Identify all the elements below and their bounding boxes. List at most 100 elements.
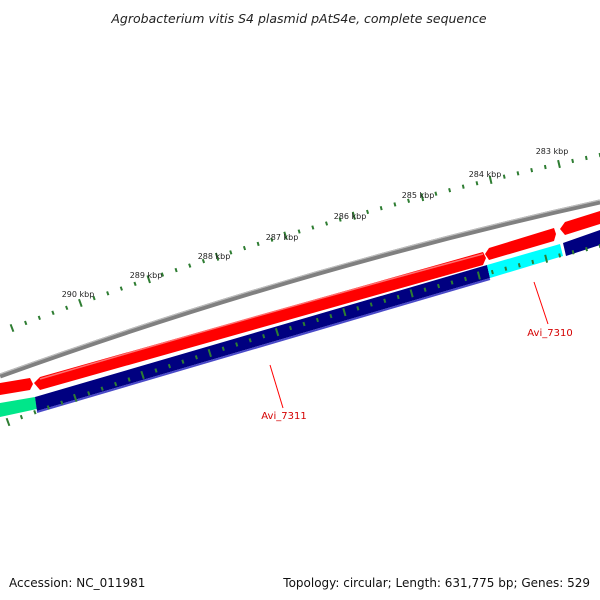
outer-ring-minor-tick: [338, 217, 342, 222]
forward-cds-left: [0, 378, 33, 395]
inner-ring-minor-tick: [114, 381, 118, 387]
inner-ring-minor-tick: [302, 321, 306, 327]
outer-ring-minor-tick: [461, 184, 465, 189]
outer-ring-minor-tick: [434, 191, 438, 196]
outer-ring-minor-tick: [393, 202, 397, 207]
inner-ring-major-tick: [207, 348, 212, 358]
tick-label-286kbp: 286 kbp: [334, 212, 367, 221]
outer-ring-minor-tick: [201, 258, 206, 264]
backbone-highlight: [0, 199, 600, 375]
inner-ring-minor-tick: [356, 306, 360, 311]
outer-ring-minor-tick: [229, 250, 233, 255]
outer-ring-major-tick: [214, 252, 220, 261]
outer-ring-minor-tick: [543, 164, 547, 170]
inner-ring-minor-tick: [329, 313, 333, 319]
outer-ring-minor-tick: [174, 267, 178, 273]
inner-ring-major-tick: [73, 393, 78, 403]
outer-ring-minor-tick: [270, 237, 274, 242]
inner-ring-major-tick: [342, 308, 347, 317]
accession-text: Accession: NC_011981: [9, 576, 146, 590]
inner-ring-minor-tick: [127, 377, 131, 382]
outer-ring-major-tick: [283, 231, 288, 240]
outer-ring-minor-tick: [325, 221, 329, 226]
outer-ring-minor-tick: [407, 198, 411, 203]
outer-ring-minor-tick: [92, 295, 96, 301]
avi7311-leader-line: [269, 364, 284, 409]
forward-cds-main: [34, 252, 486, 390]
tick-label-287kbp: 287 kbp: [266, 233, 299, 242]
inner-ring-minor-tick: [33, 410, 37, 415]
outer-ring-minor-tick: [37, 315, 41, 321]
inner-ring-minor-tick: [396, 294, 400, 300]
reverse-cds-avi7311: [35, 265, 490, 411]
inner-tick-ring: [5, 244, 600, 427]
tick-label-283kbp: 283 kbp: [536, 147, 569, 156]
avi7310-leader-line: [533, 281, 549, 325]
inner-ring-minor-tick: [423, 287, 427, 292]
outer-ring-major-tick: [488, 175, 493, 185]
forward-cds-small: [485, 228, 556, 260]
outer-ring-minor-tick: [571, 158, 575, 164]
tick-label-285kbp: 285 kbp: [402, 191, 435, 200]
inner-ring-minor-tick: [315, 317, 319, 323]
genome-summary-text: Topology: circular; Length: 631,775 bp; …: [283, 576, 590, 590]
outer-ring-minor-tick: [242, 245, 247, 251]
inner-ring-minor-tick: [558, 253, 562, 258]
inner-ring-minor-tick: [517, 263, 521, 268]
inner-ring-minor-tick: [504, 266, 508, 271]
inner-ring-major-tick: [476, 271, 481, 280]
inner-ring-major-tick: [409, 289, 414, 298]
inner-ring-minor-tick: [167, 363, 172, 369]
outer-ring-major-tick: [420, 193, 425, 202]
gene-label-avi7311: Avi_7311: [261, 411, 306, 422]
inner-ring-minor-tick: [571, 250, 575, 255]
inner-ring-minor-tick: [235, 342, 239, 347]
inner-ring-minor-tick: [289, 325, 293, 331]
inner-ring-minor-tick: [60, 400, 64, 405]
inner-ring-minor-tick: [531, 259, 535, 265]
outer-ring-minor-tick: [475, 181, 479, 186]
inner-ring-minor-tick: [437, 283, 441, 289]
outer-ring-minor-tick: [160, 272, 165, 277]
outer-ring-minor-tick: [119, 286, 123, 291]
outer-ring-minor-tick: [530, 167, 534, 173]
inner-ring-minor-tick: [87, 391, 91, 396]
inner-ring-major-tick: [544, 254, 549, 263]
tick-label-284kbp: 284 kbp: [469, 170, 502, 179]
backbone-ring: [0, 199, 600, 379]
outer-tick-ring: [9, 152, 600, 333]
tick-label-288kbp: 288 kbp: [198, 252, 231, 261]
inner-ring-minor-tick: [194, 355, 198, 360]
outer-ring-minor-tick: [65, 305, 69, 311]
inner-ring-minor-tick: [248, 338, 252, 343]
reverse-cds-avi7311-edge: [36, 278, 491, 413]
outer-ring-major-tick: [78, 298, 83, 308]
inner-ring-minor-tick: [450, 280, 454, 285]
outer-ring-minor-tick: [106, 291, 110, 296]
forward-cds-shine: [39, 253, 484, 380]
outer-ring-minor-tick: [24, 320, 28, 326]
outer-ring-minor-tick: [379, 205, 383, 211]
map-title: Agrobacterium vitis S4 plasmid pAtS4e, c…: [110, 11, 487, 26]
outer-ring-minor-tick: [311, 225, 315, 230]
tick-label-290kbp: 290 kbp: [62, 290, 95, 299]
outer-ring-major-tick: [146, 275, 151, 284]
outer-ring-minor-tick: [448, 187, 452, 193]
forward-cds-right: [560, 211, 600, 235]
inner-ring-minor-tick: [585, 246, 588, 252]
inner-ring-minor-tick: [100, 386, 104, 391]
outer-ring-minor-tick: [256, 241, 260, 247]
outer-ring-minor-tick: [502, 174, 506, 179]
outer-ring-minor-tick: [133, 281, 137, 287]
gene-label-avi7310: Avi_7310: [527, 328, 572, 339]
inner-ring-minor-tick: [490, 269, 494, 275]
outer-ring-minor-tick: [51, 310, 55, 316]
inner-ring-minor-tick: [181, 359, 185, 364]
outer-ring-major-tick: [557, 159, 561, 169]
inner-ring-major-tick: [5, 417, 11, 427]
outer-ring-minor-tick: [297, 229, 301, 234]
reverse-cds-green: [0, 397, 37, 417]
inner-ring-minor-tick: [221, 346, 225, 351]
inner-ring-minor-tick: [46, 405, 50, 410]
